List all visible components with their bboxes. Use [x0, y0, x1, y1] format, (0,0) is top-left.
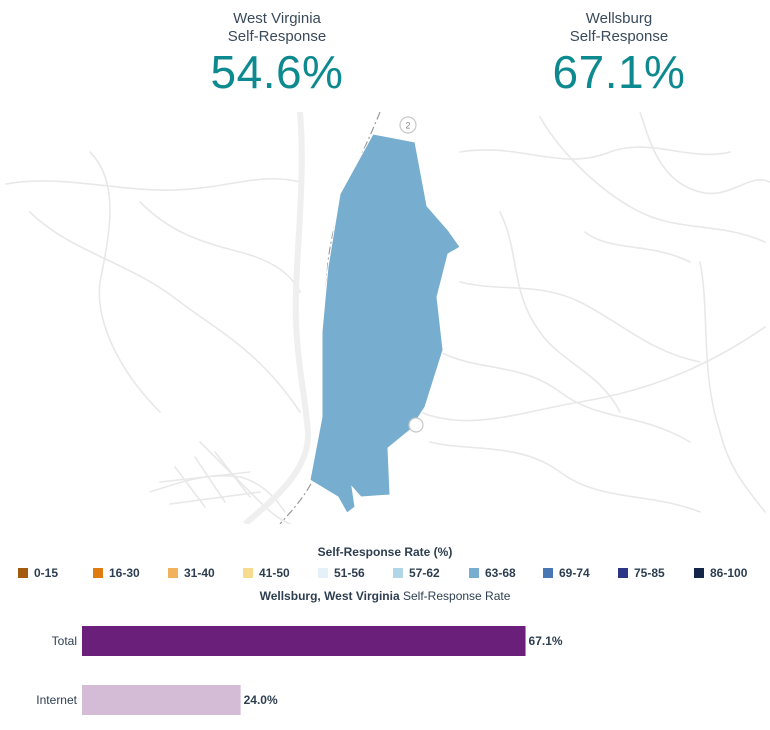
- legend-item-3[interactable]: 41-50: [243, 565, 290, 581]
- map[interactable]: 2: [0, 112, 770, 524]
- legend-swatch: [694, 568, 704, 578]
- legend-label: 75-85: [634, 566, 665, 580]
- city-stat-label-2: Self-Response: [569, 28, 669, 45]
- legend: 0-15 16-30 31-40 41-50 51-56 57-62 63-68…: [0, 565, 770, 581]
- legend-item-6[interactable]: 63-68: [469, 565, 516, 581]
- chart-title: Wellsburg, West Virginia Self-Response R…: [0, 589, 770, 603]
- bar-category-label: Total: [52, 634, 77, 648]
- legend-swatch: [18, 568, 28, 578]
- wellsburg-region[interactable]: [309, 133, 461, 514]
- state-stat-value: 54.6%: [210, 46, 344, 98]
- legend-label: 41-50: [259, 566, 290, 580]
- svg-text:2: 2: [405, 121, 410, 131]
- state-stat-label-1: West Virginia: [233, 10, 321, 27]
- river-road: [243, 112, 312, 524]
- state-stat-label-2: Self-Response: [227, 28, 327, 45]
- legend-swatch: [243, 568, 253, 578]
- bar-chart: Total 67.1% Internet 24.0%: [36, 626, 563, 715]
- legend-label: 86-100: [710, 566, 748, 580]
- legend-item-5[interactable]: 57-62: [393, 565, 440, 581]
- legend-label: 57-62: [409, 566, 440, 580]
- chart-title-suffix: Self-Response Rate: [403, 589, 511, 603]
- chart-title-place: Wellsburg, West Virginia: [259, 589, 400, 603]
- bar-category-label: Internet: [36, 693, 77, 707]
- legend-item-4[interactable]: 51-56: [318, 565, 365, 581]
- legend-swatch: [93, 568, 103, 578]
- legend-swatch: [318, 568, 328, 578]
- legend-swatch: [543, 568, 553, 578]
- bar-value-label: 24.0%: [244, 693, 278, 707]
- legend-label: 63-68: [485, 566, 516, 580]
- bar-internet[interactable]: [82, 685, 241, 715]
- legend-label: 16-30: [109, 566, 140, 580]
- legend-swatch: [618, 568, 628, 578]
- legend-item-9[interactable]: 86-100: [694, 565, 747, 581]
- legend-swatch: [168, 568, 178, 578]
- route-shield-north: 2: [399, 116, 417, 134]
- legend-swatch: [393, 568, 403, 578]
- legend-label: 31-40: [184, 566, 215, 580]
- legend-label: 69-74: [559, 566, 590, 580]
- city-stat-label-1: Wellsburg: [585, 10, 653, 27]
- legend-item-2[interactable]: 31-40: [168, 565, 215, 581]
- route-shield-south: [408, 417, 424, 433]
- state-stat: West Virginia Self-Response 54.6%: [167, 10, 387, 97]
- legend-item-7[interactable]: 69-74: [543, 565, 590, 581]
- bar-value-label: 67.1%: [529, 634, 563, 648]
- city-stat-value: 67.1%: [552, 46, 686, 98]
- bar-total[interactable]: [82, 626, 526, 656]
- legend-title: Self-Response Rate (%): [317, 545, 453, 559]
- legend-item-1[interactable]: 16-30: [93, 565, 140, 581]
- legend-item-8[interactable]: 75-85: [618, 565, 665, 581]
- legend-item-0[interactable]: 0-15: [18, 565, 58, 581]
- legend-label: 51-56: [334, 566, 365, 580]
- legend-swatch: [469, 568, 479, 578]
- city-stat: Wellsburg Self-Response 67.1%: [509, 10, 729, 97]
- legend-label: 0-15: [34, 566, 59, 580]
